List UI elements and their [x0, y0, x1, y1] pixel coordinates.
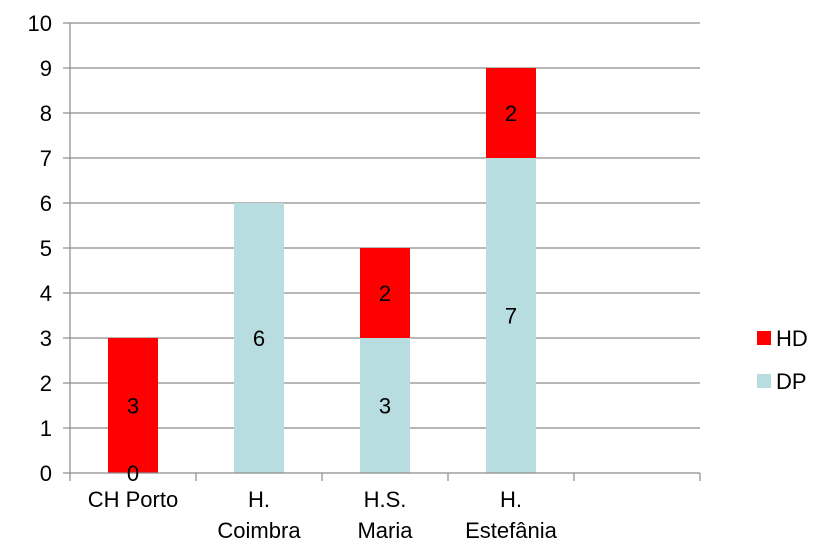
- x-category-label: H.S.: [364, 487, 407, 512]
- legend-label-dp: DP: [776, 369, 807, 394]
- x-category-label: CH Porto: [88, 487, 178, 512]
- y-tick-label-3: 3: [40, 326, 52, 351]
- bar-hd-h-s-maria: [360, 248, 410, 338]
- y-tick-label-1: 1: [40, 416, 52, 441]
- y-tick-label-6: 6: [40, 191, 52, 216]
- bars: [108, 68, 536, 473]
- x-category-label: Estefânia: [465, 518, 557, 543]
- data-label-dp-h-coimbra: 6: [253, 326, 265, 351]
- labels: 0 1 2 3 4 5 6 7 8 9 10 0 3 CH Porto 6 H. Coimbra 3 2 H.S. Ma…: [28, 11, 558, 543]
- y-tick-label-5: 5: [40, 236, 52, 261]
- x-category-label: H.: [500, 487, 522, 512]
- x-category-label: Coimbra: [217, 518, 301, 543]
- data-label-dp-ch-porto: 0: [127, 461, 139, 486]
- x-category-label: H.: [248, 487, 270, 512]
- legend-swatch-hd: [757, 331, 771, 345]
- legend-label-hd: HD: [776, 326, 808, 351]
- y-tick-label-7: 7: [40, 146, 52, 171]
- bar-hd-h-estef-nia: [486, 68, 536, 158]
- data-label-dp-h-estef-nia: 7: [505, 304, 517, 329]
- y-tick-label-9: 9: [40, 56, 52, 81]
- data-label-hd-ch-porto: 3: [127, 394, 139, 419]
- legend-swatch-dp: [757, 374, 771, 388]
- bar-hd-ch-porto: [108, 338, 158, 473]
- bar-dp-h-s-maria: [360, 338, 410, 473]
- bar-dp-h-coimbra: [234, 203, 284, 473]
- data-label-hd-h-estef-nia: 2: [505, 101, 517, 126]
- legend: HD DP: [757, 326, 808, 394]
- y-tick-label-4: 4: [40, 281, 52, 306]
- axes: [63, 22, 701, 481]
- y-tick-label-10: 10: [28, 11, 52, 36]
- x-category-label: Maria: [357, 518, 413, 543]
- bar-dp-h-estef-nia: [486, 158, 536, 473]
- y-tick-label-8: 8: [40, 101, 52, 126]
- data-label-hd-h-s-maria: 2: [379, 281, 391, 306]
- y-tick-label-2: 2: [40, 371, 52, 396]
- data-label-dp-h-s-maria: 3: [379, 394, 391, 419]
- y-tick-label-0: 0: [40, 461, 52, 486]
